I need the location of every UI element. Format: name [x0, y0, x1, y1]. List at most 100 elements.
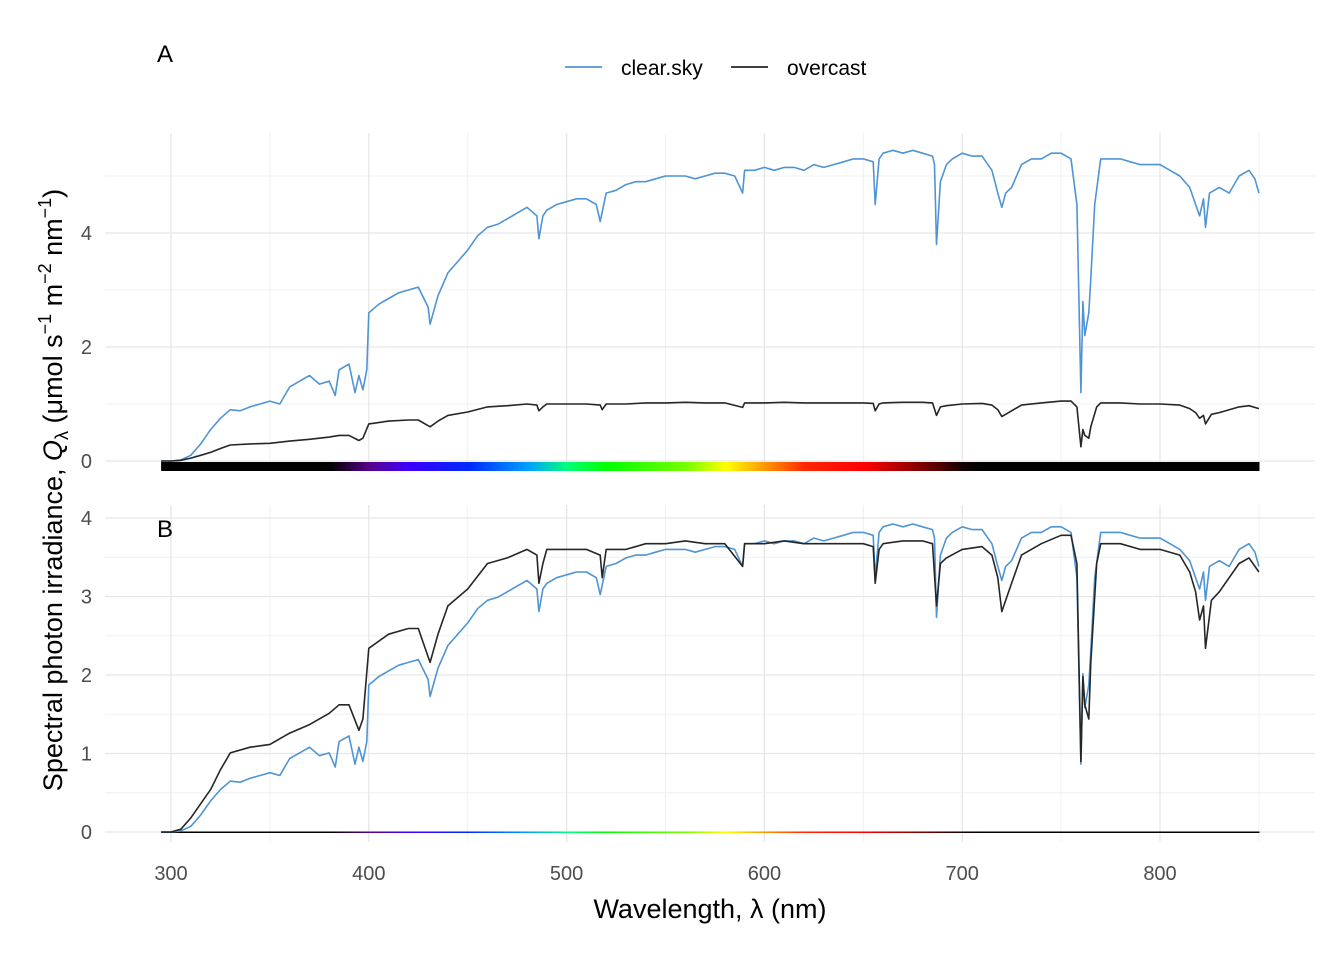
wavelength-color-bar-segment — [912, 831, 916, 833]
wavelength-color-bar-segment — [455, 462, 459, 471]
wavelength-color-bar-segment — [1195, 462, 1199, 471]
wavelength-color-bar-segment — [889, 831, 892, 833]
wavelength-color-bar-segment — [1215, 831, 1218, 833]
wavelength-color-bar-segment — [598, 831, 601, 833]
wavelength-color-bar-segment — [218, 831, 222, 833]
wavelength-color-bar-segment — [699, 462, 702, 471]
wavelength-color-bar-segment — [918, 831, 922, 833]
wavelength-color-bar-segment — [1144, 831, 1147, 833]
wavelength-color-bar-segment — [400, 831, 404, 833]
wavelength-color-bar-segment — [1114, 831, 1118, 833]
wavelength-color-bar-segment — [588, 462, 591, 471]
wavelength-color-bar-segment — [402, 831, 406, 833]
wavelength-color-bar-segment — [519, 462, 522, 471]
wavelength-color-bar-segment — [790, 462, 793, 471]
wavelength-color-bar-segment — [206, 831, 210, 833]
wavelength-color-bar-segment — [608, 831, 611, 833]
wavelength-color-bar-segment — [1053, 462, 1056, 471]
wavelength-color-bar-segment — [809, 462, 813, 471]
y-axis-title: Spectral photon irradiance, Qλ (μmol s−1… — [35, 189, 72, 791]
wavelength-color-bar-segment — [1165, 831, 1169, 833]
wavelength-color-bar-segment — [794, 462, 797, 471]
x-tick-label: 500 — [550, 863, 583, 885]
wavelength-color-bar-segment — [511, 462, 514, 471]
wavelength-color-bar-segment — [978, 462, 981, 471]
wavelength-color-bar-segment — [572, 462, 576, 471]
wavelength-color-bar-segment — [871, 462, 874, 471]
wavelength-color-bar-segment — [491, 462, 495, 471]
wavelength-color-bar-segment — [936, 462, 940, 471]
wavelength-color-bar-segment — [780, 462, 783, 471]
wavelength-color-bar-segment — [1074, 831, 1078, 833]
wavelength-color-bar-segment — [352, 831, 356, 833]
wavelength-color-bar-segment — [1065, 462, 1068, 471]
wavelength-color-bar-segment — [827, 831, 831, 833]
wavelength-color-bar-segment — [491, 831, 495, 833]
wavelength-color-bar-segment — [343, 462, 346, 471]
wavelength-color-bar-segment — [738, 831, 742, 833]
wavelength-color-bar-segment — [677, 462, 680, 471]
wavelength-color-bar-segment — [208, 462, 212, 471]
wavelength-color-bar-segment — [254, 831, 257, 833]
wavelength-color-bar-segment — [1011, 831, 1015, 833]
wavelength-color-bar-segment — [1207, 831, 1211, 833]
wavelength-color-bar-segment — [1213, 462, 1216, 471]
y-title-units: (μmol s — [38, 334, 68, 431]
wavelength-color-bar-segment — [623, 831, 627, 833]
wavelength-color-bar-segment — [809, 831, 813, 833]
wavelength-color-bar-segment — [471, 831, 475, 833]
wavelength-color-bar-segment — [865, 831, 868, 833]
wavelength-color-bar-segment — [1106, 831, 1110, 833]
wavelength-color-bar-segment — [643, 831, 647, 833]
wavelength-color-bar-segment — [752, 462, 756, 471]
wavelength-color-bar-segment — [1029, 462, 1033, 471]
wavelength-color-bar-segment — [261, 831, 265, 833]
wavelength-color-bar-segment — [663, 462, 667, 471]
wavelength-color-bar-segment — [463, 462, 467, 471]
wavelength-color-bar-segment — [473, 831, 477, 833]
wavelength-color-bar-segment — [275, 462, 279, 471]
wavelength-color-bar-segment — [252, 462, 255, 471]
wavelength-color-bar-segment — [447, 831, 451, 833]
wavelength-color-bar-segment — [657, 462, 661, 471]
wavelength-color-bar-segment — [764, 831, 767, 833]
wavelength-color-bar-segment — [311, 831, 315, 833]
wavelength-color-bar-segment — [1227, 831, 1230, 833]
wavelength-color-bar-segment — [750, 831, 754, 833]
wavelength-color-bar-segment — [610, 462, 613, 471]
wavelength-color-bar-segment — [1211, 462, 1215, 471]
wavelength-color-bar-segment — [416, 462, 419, 471]
wavelength-color-bar-segment — [194, 831, 198, 833]
wavelength-color-bar-segment — [1055, 831, 1058, 833]
wavelength-color-bar-segment — [1102, 462, 1106, 471]
wavelength-color-bar-segment — [1175, 831, 1179, 833]
wavelength-color-bar-segment — [530, 462, 534, 471]
wavelength-color-bar-segment — [406, 831, 409, 833]
wavelength-color-bar-segment — [736, 831, 740, 833]
wavelength-color-bar-segment — [839, 831, 843, 833]
wavelength-color-bar-segment — [341, 462, 344, 471]
wavelength-color-bar-segment — [1110, 462, 1114, 471]
wavelength-color-bar-segment — [801, 831, 805, 833]
wavelength-color-bar-segment — [879, 462, 882, 471]
wavelength-color-bar-segment — [639, 462, 643, 471]
wavelength-color-bar-segment — [250, 831, 253, 833]
wavelength-color-bar-segment — [681, 831, 684, 833]
wavelength-color-bar-segment — [960, 831, 963, 833]
wavelength-color-bar-segment — [1197, 462, 1201, 471]
wavelength-color-bar-segment — [922, 462, 926, 471]
wavelength-color-bar-segment — [978, 831, 981, 833]
wavelength-color-bar-segment — [997, 462, 1001, 471]
y-tick-label: 2 — [81, 665, 92, 687]
wavelength-color-bar-segment — [1015, 831, 1019, 833]
wavelength-color-bar-segment — [695, 831, 698, 833]
wavelength-color-bar-segment — [883, 831, 886, 833]
wavelength-color-bar-segment — [1187, 831, 1191, 833]
wavelength-color-bar-segment — [667, 462, 671, 471]
wavelength-color-bar-segment — [560, 462, 564, 471]
wavelength-color-bar-segment — [481, 831, 485, 833]
wavelength-color-bar-segment — [900, 462, 904, 471]
wavelength-color-bar-segment — [285, 462, 289, 471]
wavelength-color-bar-segment — [392, 831, 396, 833]
wavelength-color-bar-segment — [904, 831, 908, 833]
